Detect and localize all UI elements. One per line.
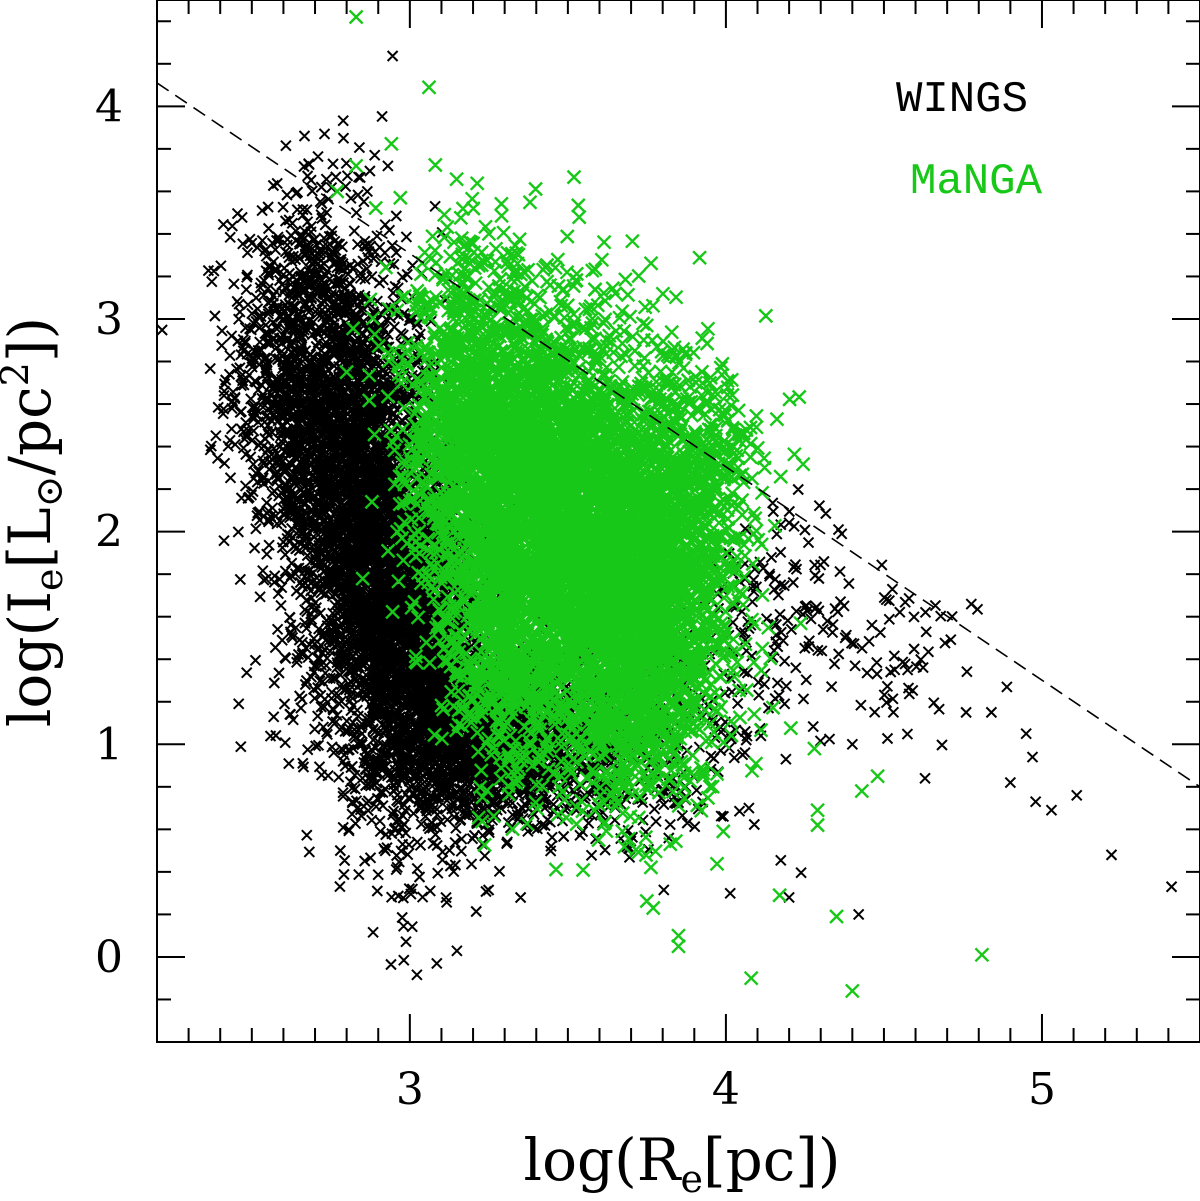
wings-point <box>985 706 998 719</box>
wings-point <box>303 158 315 170</box>
x-tick-label: 4 <box>712 1064 740 1115</box>
manga-point <box>870 768 885 784</box>
legend-manga: MaNGA <box>910 157 1043 207</box>
wings-point <box>1026 751 1039 763</box>
manga-point <box>339 364 354 380</box>
manga-point <box>393 190 408 206</box>
wings-point <box>1105 849 1118 861</box>
y-tick-label: 2 <box>95 507 123 558</box>
manga-point <box>772 887 787 903</box>
manga-point-cloud <box>345 79 811 909</box>
manga-point <box>348 9 364 25</box>
wings-point <box>318 128 331 140</box>
manga-point <box>854 783 870 799</box>
wings-point <box>960 706 972 719</box>
manga-point <box>364 494 380 510</box>
manga-point <box>829 909 844 924</box>
wings-point <box>334 844 347 857</box>
legend-wings: WINGS <box>896 75 1028 125</box>
manga-point <box>607 286 623 301</box>
manga-point <box>844 983 860 999</box>
wings-point <box>1071 789 1083 802</box>
x-tick-labels: 3 4 5 <box>396 1064 1056 1115</box>
wings-point <box>919 772 931 785</box>
wings-point <box>1165 881 1178 893</box>
wings-point <box>1045 804 1058 816</box>
x-tick-label: 3 <box>396 1064 424 1115</box>
manga-point <box>743 970 759 986</box>
manga-point <box>671 928 686 944</box>
wings-point <box>337 132 350 144</box>
y-tick-label: 4 <box>95 81 123 132</box>
reference-dashed-line <box>156 82 1200 788</box>
axis-ticks <box>156 0 1200 1043</box>
plot-frame <box>156 0 1200 1043</box>
wings-point <box>413 793 426 806</box>
manga-point <box>810 802 825 818</box>
y-tick-label: 1 <box>95 719 123 770</box>
manga-point <box>807 741 822 756</box>
y-tick-labels: 0 1 2 3 4 <box>95 81 123 983</box>
wings-point <box>852 908 865 921</box>
manga-point <box>974 947 990 963</box>
wings-point <box>846 738 859 750</box>
manga-point <box>671 938 686 954</box>
wings-point <box>1029 795 1042 808</box>
x-tick-label: 5 <box>1028 1064 1056 1115</box>
manga-point <box>645 900 661 916</box>
wings-point <box>1004 776 1017 789</box>
wings-point <box>315 181 328 193</box>
manga-point <box>348 158 364 174</box>
y-tick-label: 3 <box>95 294 123 345</box>
manga-points-layer <box>329 9 990 999</box>
manga-point <box>810 817 825 833</box>
manga-point <box>329 184 345 199</box>
wings-point <box>1020 727 1032 740</box>
y-tick-label: 0 <box>95 932 123 983</box>
